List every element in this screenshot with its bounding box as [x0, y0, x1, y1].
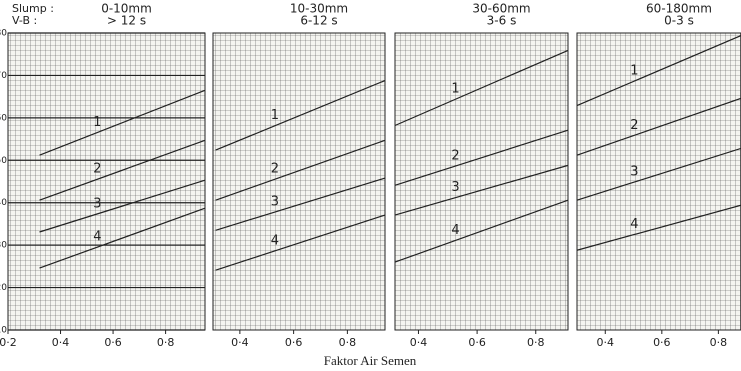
line	[39, 89, 206, 156]
line	[215, 79, 386, 151]
line-label: 2	[630, 118, 638, 133]
line-label: 3	[630, 165, 638, 180]
line-label: 1	[451, 82, 459, 97]
x-tick-label: 0·6	[285, 336, 303, 349]
x-tick-label: 0·6	[104, 336, 122, 349]
panel-title: 60-180mm	[646, 2, 712, 16]
x-tick-label: 0·4	[52, 336, 70, 349]
y-tick-label: 80	[0, 29, 7, 39]
panel-title: 0-10mm	[101, 2, 152, 16]
y-tick-label: 50	[0, 156, 7, 166]
line	[39, 207, 206, 269]
line	[215, 214, 386, 271]
y-tick-label: 10	[0, 326, 7, 336]
panel-title: 10-30mm	[290, 2, 348, 16]
line	[576, 34, 741, 107]
line	[215, 139, 386, 201]
line	[576, 204, 741, 251]
row-label: Slump :	[12, 2, 54, 15]
x-tick-label: 0·6	[468, 336, 486, 349]
line	[39, 139, 206, 201]
line-label: 4	[93, 230, 101, 245]
line-label: 3	[93, 196, 101, 211]
panel-subtitle: 0-3 s	[664, 14, 694, 28]
row-label: V-B :	[12, 14, 37, 27]
panel-subtitle: 6-12 s	[300, 14, 337, 28]
plot-area	[7, 32, 206, 331]
panel-subtitle: > 12 s	[107, 14, 146, 28]
line-label: 1	[93, 115, 101, 130]
line-label: 1	[271, 108, 279, 123]
line-label: 3	[451, 180, 459, 195]
line-label: 4	[271, 233, 279, 248]
y-tick-label: 40	[0, 198, 7, 208]
panel-title: 30-60mm	[472, 2, 530, 16]
y-tick-label: 60	[0, 113, 7, 123]
x-tick-label: 0·8	[710, 336, 728, 349]
x-tick-label: 0·4	[231, 336, 249, 349]
line	[394, 129, 569, 186]
x-tick-label: 0·8	[339, 336, 357, 349]
panel-subtitle: 3-6 s	[487, 14, 517, 28]
plot-area	[212, 32, 386, 331]
line	[576, 97, 741, 156]
line-label: 2	[93, 162, 101, 177]
x-tick-label: 0·6	[653, 336, 671, 349]
y-tick-label: 70	[0, 71, 7, 81]
y-tick-label: 30	[0, 241, 7, 251]
y-tick-label: 20	[0, 283, 7, 293]
line-label: 2	[451, 149, 459, 164]
x-axis-title: Faktor Air Semen	[324, 353, 417, 368]
line-label: 2	[271, 162, 279, 177]
plot-area	[576, 32, 741, 331]
line	[394, 164, 569, 216]
x-tick-label: 0·8	[527, 336, 545, 349]
line	[39, 179, 206, 233]
plot-area	[394, 32, 569, 331]
line	[576, 147, 741, 201]
line	[215, 177, 386, 231]
x-tick-label: 0·8	[157, 336, 175, 349]
line-label: 4	[451, 223, 459, 238]
x-tick-label: 0·4	[410, 336, 428, 349]
line	[394, 199, 569, 263]
line-label: 1	[630, 64, 638, 79]
line	[394, 49, 569, 127]
x-tick-label: 0·4	[597, 336, 615, 349]
line-label: 3	[271, 195, 279, 210]
line-label: 4	[630, 217, 638, 232]
x-tick-label: 0·2	[0, 336, 17, 349]
